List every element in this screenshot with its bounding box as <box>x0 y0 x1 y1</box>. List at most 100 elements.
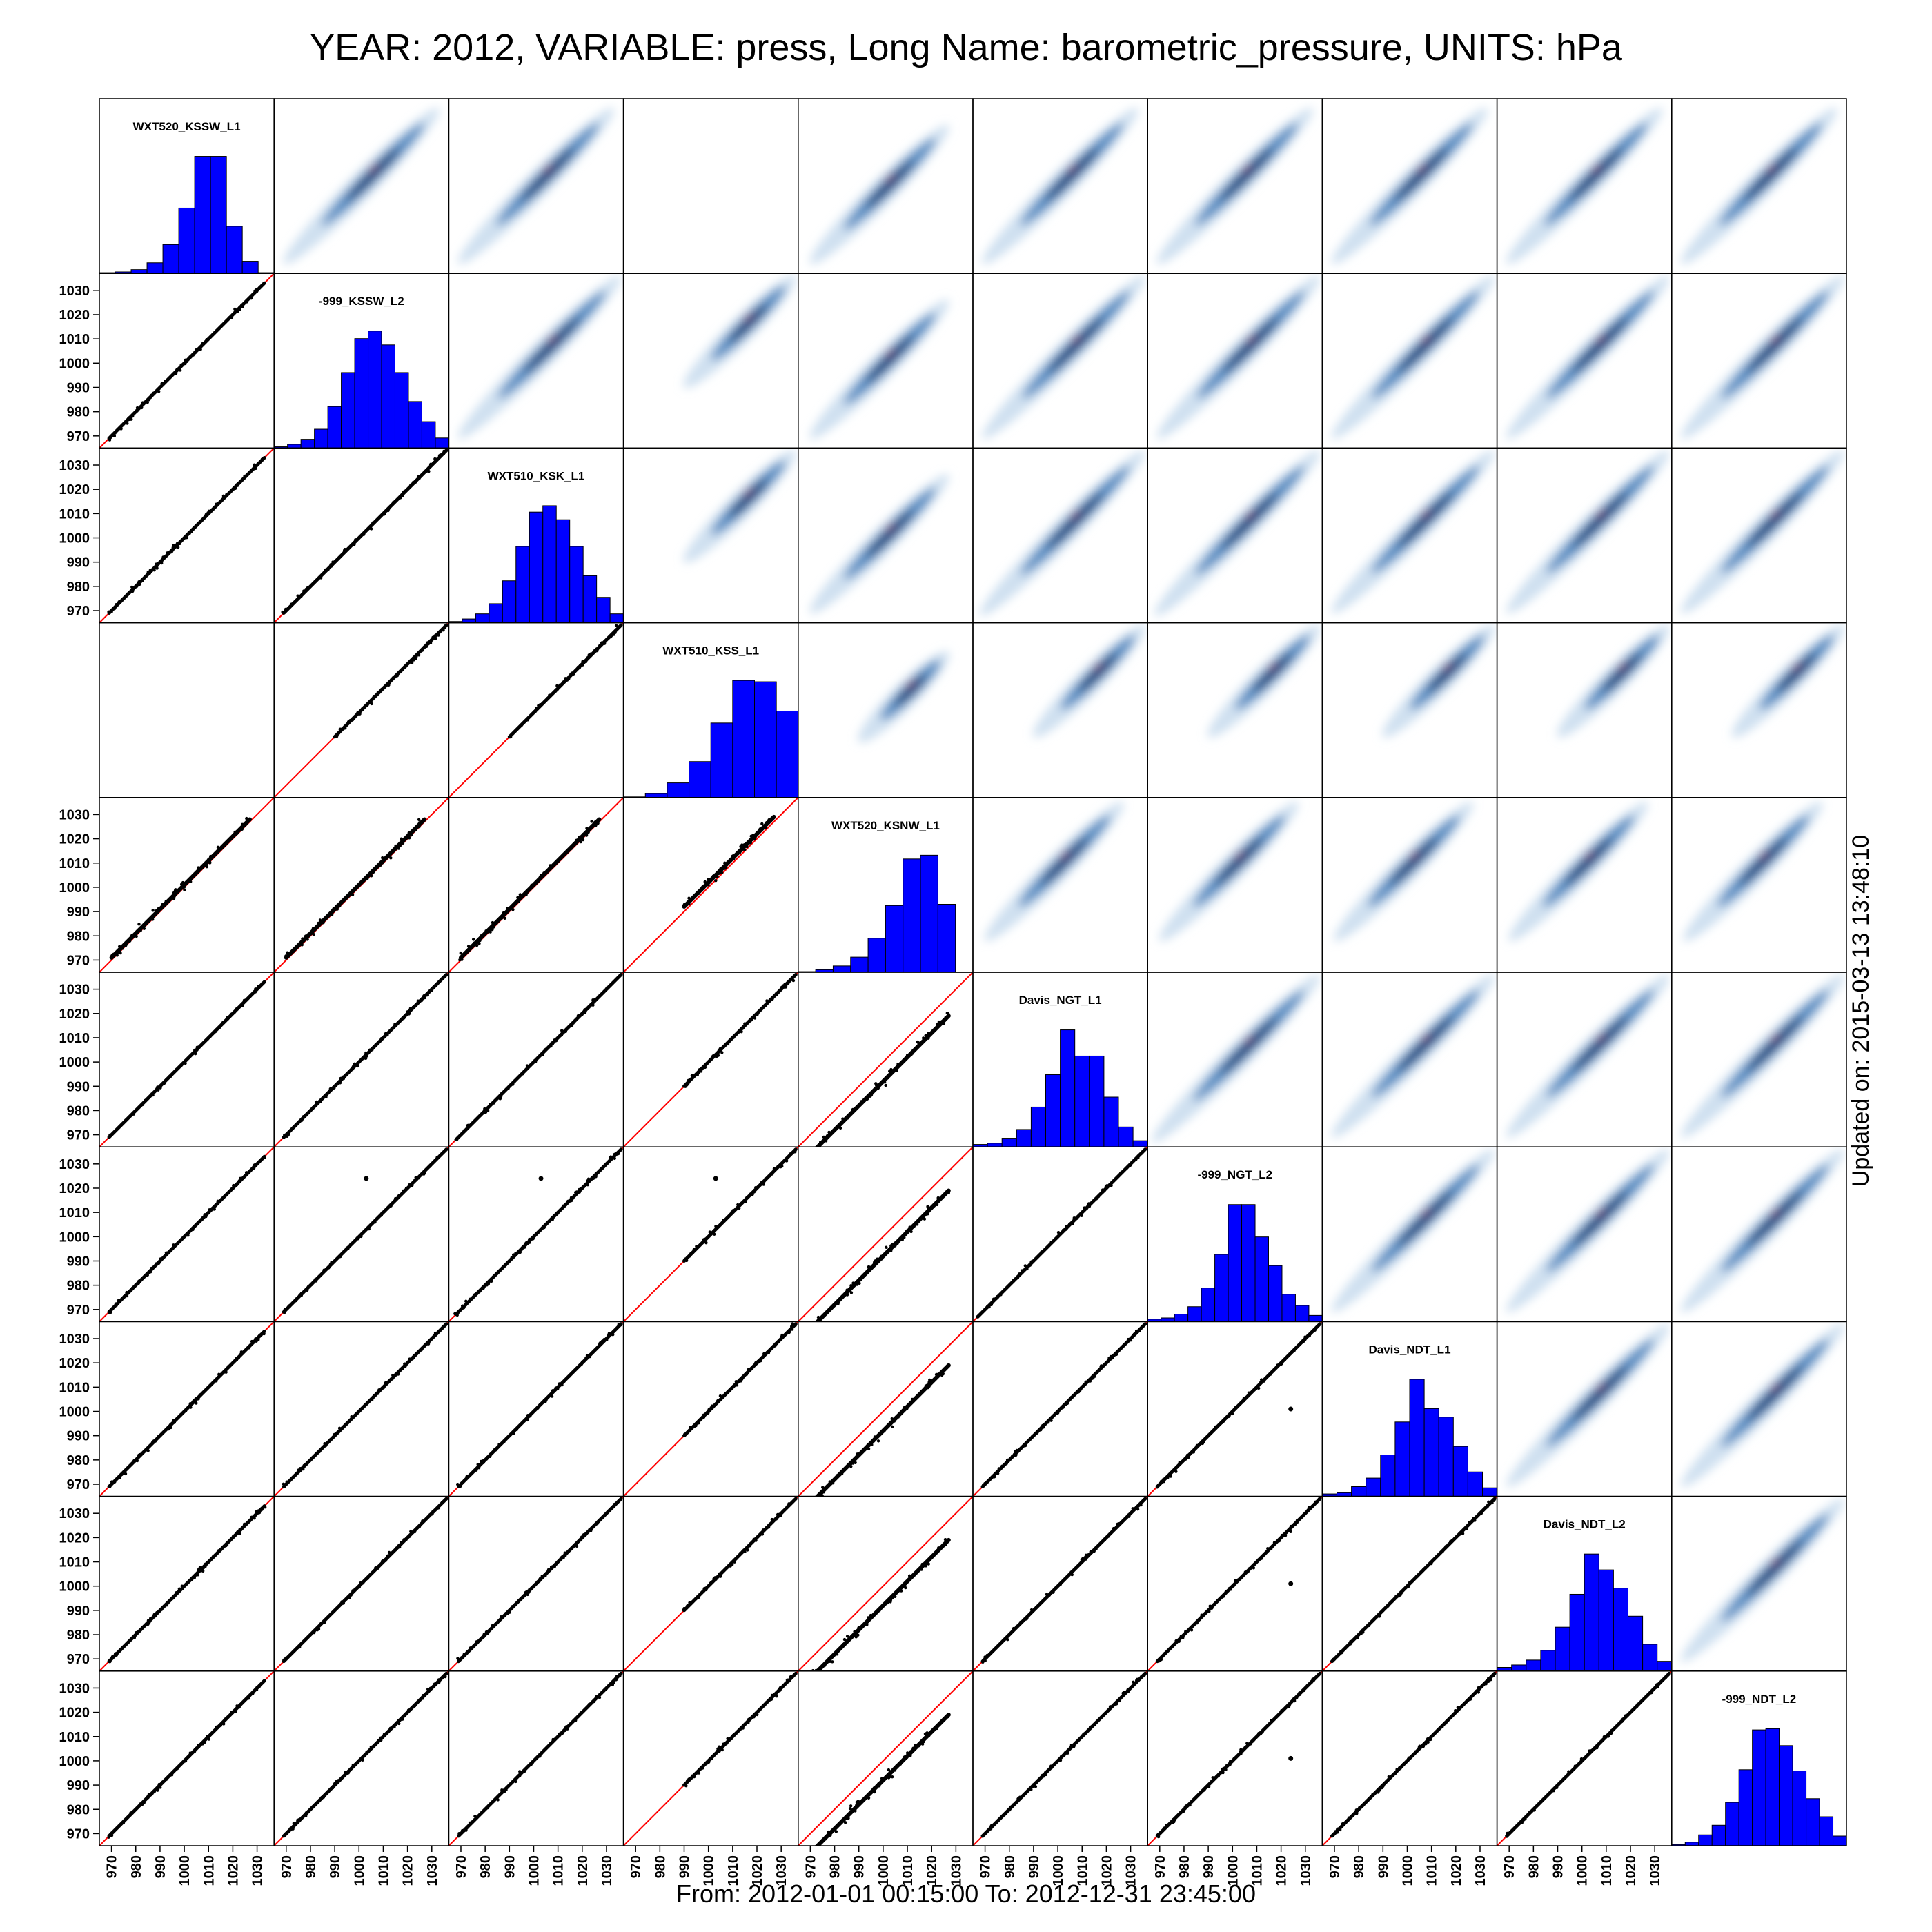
x-tick-label: 990 <box>1201 1855 1216 1878</box>
data-point <box>694 894 698 897</box>
histogram-bar <box>1089 1055 1105 1147</box>
y-tick-label: 1030 <box>59 983 90 998</box>
y-tick-label: 1030 <box>59 458 90 473</box>
data-point <box>244 823 247 827</box>
data-point <box>188 1402 192 1406</box>
data-point <box>208 1208 211 1212</box>
data-point <box>489 1452 493 1456</box>
data-point <box>838 1126 842 1130</box>
panel-content <box>448 1496 624 1671</box>
data-point <box>1108 1705 1112 1708</box>
data-point <box>511 907 515 911</box>
density-cloud <box>1156 108 1314 264</box>
data-point <box>258 285 262 288</box>
data-point <box>865 1097 869 1101</box>
data-point <box>148 396 152 400</box>
data-point <box>164 1251 168 1254</box>
data-point <box>1479 1686 1483 1689</box>
data-point <box>770 1693 774 1697</box>
data-point <box>1138 1327 1141 1331</box>
data-point <box>318 918 322 922</box>
data-point <box>1126 1690 1130 1693</box>
data-point <box>379 687 384 691</box>
data-point <box>817 1318 820 1321</box>
data-point <box>710 1404 714 1408</box>
data-point <box>138 1279 141 1283</box>
data-point <box>854 1809 857 1813</box>
histogram-bar <box>341 372 355 448</box>
data-point <box>1555 1786 1559 1789</box>
data-point <box>211 1555 215 1558</box>
data-point <box>1387 1775 1390 1779</box>
data-point <box>582 832 585 836</box>
histogram-bar <box>1569 1593 1585 1671</box>
density-cloud <box>1683 802 1823 942</box>
data-point <box>687 1078 690 1082</box>
data-point <box>1181 1810 1184 1814</box>
data-point <box>934 1372 938 1377</box>
density-cloud <box>683 275 797 388</box>
data-point <box>317 1627 321 1631</box>
data-point <box>1272 1541 1276 1544</box>
density-core <box>1221 492 1279 549</box>
panel-content <box>274 622 449 798</box>
data-point <box>585 831 589 835</box>
data-point <box>289 1828 293 1832</box>
data-point <box>333 1782 337 1786</box>
data-point <box>1054 1586 1058 1590</box>
density-core <box>1223 317 1279 373</box>
data-point <box>1071 1221 1074 1225</box>
data-point <box>110 1833 114 1837</box>
x-tick-label: 1010 <box>376 1855 391 1886</box>
x-tick-label: 1020 <box>925 1855 940 1886</box>
data-point <box>417 818 421 822</box>
data-point <box>357 1758 362 1762</box>
data-point <box>283 1308 286 1312</box>
data-point <box>191 1400 195 1403</box>
data-point <box>1270 1547 1273 1550</box>
data-point <box>689 1426 692 1429</box>
data-point <box>931 1380 934 1383</box>
data-point <box>598 1695 602 1699</box>
data-point <box>124 1118 128 1122</box>
panel-r1-c6 <box>1147 273 1323 449</box>
data-point <box>935 1203 939 1207</box>
data-point <box>435 457 439 461</box>
data-point <box>1159 1479 1163 1483</box>
data-point <box>253 1517 256 1520</box>
diagonal-variable-label: Davis_NGT_L1 <box>1019 994 1102 1007</box>
data-point <box>186 1234 190 1237</box>
data-point <box>745 1372 749 1376</box>
data-point <box>193 1748 197 1752</box>
data-point <box>578 835 581 839</box>
panel-content <box>623 1321 798 1497</box>
data-point <box>468 1821 472 1825</box>
panel-content <box>1147 1204 1323 1322</box>
data-point <box>165 1077 168 1081</box>
data-point <box>716 875 719 878</box>
data-point <box>244 1173 248 1177</box>
data-point <box>920 1562 924 1566</box>
data-point <box>437 1506 440 1510</box>
data-point <box>175 1067 178 1072</box>
data-point <box>374 1566 377 1570</box>
panel-frame <box>1496 797 1673 973</box>
histogram-bar <box>1045 1074 1061 1147</box>
data-point <box>293 1474 297 1477</box>
data-point <box>1092 1723 1095 1727</box>
data-point <box>471 938 475 941</box>
data-point <box>250 1515 253 1519</box>
data-point <box>135 1459 139 1463</box>
data-point <box>364 1054 368 1057</box>
data-point <box>946 1012 950 1016</box>
panel-r3-c6 <box>1147 622 1323 798</box>
data-point <box>814 1501 817 1504</box>
data-point <box>883 1253 887 1256</box>
data-point <box>415 654 418 658</box>
data-point <box>1156 1835 1161 1839</box>
data-point <box>285 1480 289 1483</box>
data-point <box>549 864 552 867</box>
data-point <box>559 1034 562 1037</box>
panel-content <box>1208 624 1321 738</box>
data-point <box>831 1304 835 1308</box>
